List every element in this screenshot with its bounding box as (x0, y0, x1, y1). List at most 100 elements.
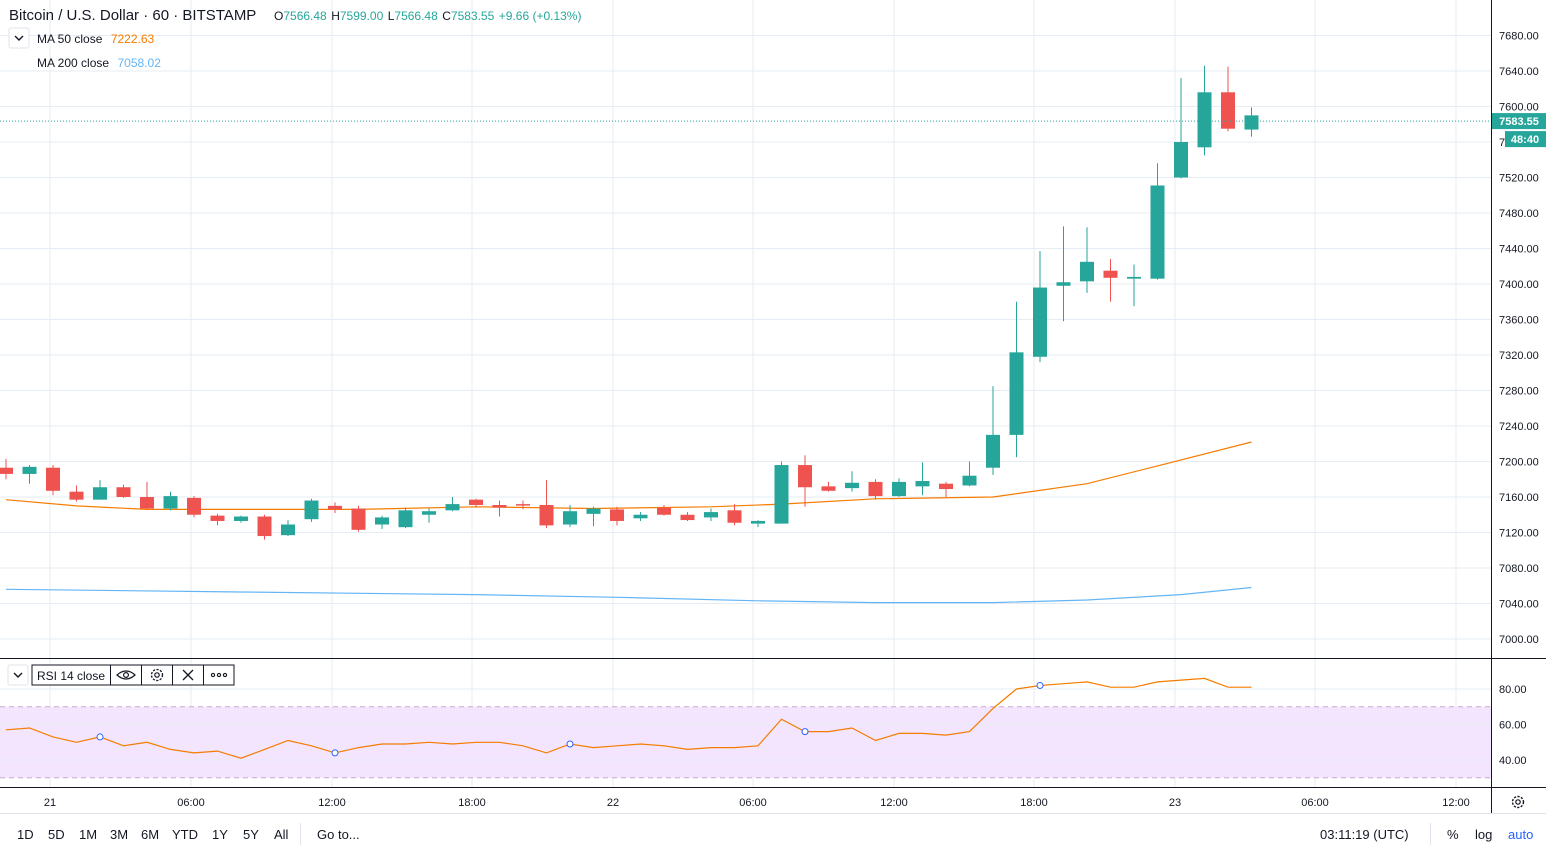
candle (210, 513, 225, 526)
time-axis[interactable]: 21 06:00 12:00 18:00 22 06:00 12:00 18:00 23 06:0… (44, 797, 1470, 809)
percent-toggle[interactable]: % (1447, 827, 1459, 842)
chevron-down-icon[interactable] (14, 35, 24, 41)
candle (304, 498, 319, 522)
candle (986, 386, 1000, 475)
countdown-tag-value: 48:40 (1511, 134, 1539, 146)
price-tick-label: 7400.00 (1499, 279, 1539, 291)
range-button[interactable]: 1Y (212, 827, 228, 842)
change-value: +9.66 (+0.13%) (499, 9, 582, 23)
candle-body (328, 505, 342, 510)
more-icon[interactable] (210, 672, 228, 678)
range-button[interactable]: YTD (172, 827, 198, 842)
candle-body (69, 491, 84, 500)
gear-hub[interactable] (1515, 799, 1521, 805)
rsi-legend[interactable]: RSI 14 close (7, 664, 235, 686)
candle (680, 512, 695, 521)
ma200-label[interactable]: MA 200 close (37, 56, 109, 70)
candle (0, 458, 13, 480)
range-button[interactable]: 6M (141, 827, 159, 842)
candle-body (163, 496, 178, 509)
candle (563, 504, 577, 528)
auto-toggle[interactable]: auto (1508, 827, 1533, 842)
low-key: L (388, 9, 395, 23)
rsi-label[interactable]: RSI 14 close (37, 669, 105, 683)
gear-icon[interactable] (150, 668, 164, 682)
candle-body (962, 475, 977, 486)
range-button[interactable]: 3M (110, 827, 128, 842)
ma200-legend[interactable]: MA 200 close 7058.02 (37, 54, 161, 71)
rsi-marker (1036, 681, 1044, 689)
interval[interactable]: 60 (152, 7, 169, 24)
ma200-line (5, 586, 1252, 604)
candle-body (1221, 92, 1235, 129)
time-tick-label: 12:00 (318, 797, 346, 809)
price-tick-label: 7320.00 (1499, 350, 1539, 362)
eye-outline[interactable] (116, 670, 136, 680)
ma50-legend[interactable]: MA 50 close 7222.63 (37, 30, 155, 47)
legend-collapse-bg[interactable] (8, 27, 30, 49)
candle-body (116, 487, 131, 497)
more-dot[interactable] (210, 672, 216, 678)
candle (1174, 78, 1188, 179)
time-tick-label: 12:00 (880, 797, 908, 809)
ma50-label[interactable]: MA 50 close (37, 32, 103, 46)
legend-collapse-button[interactable] (8, 27, 30, 49)
rsi-axis[interactable]: 40.00 60.00 80.00 (1499, 684, 1527, 767)
price-tick-label: 7200.00 (1499, 457, 1539, 469)
time-tick-label: 18:00 (458, 797, 486, 809)
candle (939, 481, 953, 497)
rsi-band (0, 688, 1491, 779)
range-button[interactable]: 1M (79, 827, 97, 842)
candle (492, 500, 507, 517)
rsi-line (5, 677, 1252, 759)
candle (469, 498, 483, 508)
utc-clock[interactable]: 03:11:19 (UTC) (1320, 827, 1409, 842)
price-tick-label: 7440.00 (1499, 244, 1539, 256)
more-dot[interactable] (222, 672, 228, 678)
price-tick-label: 7240.00 (1499, 421, 1539, 433)
candle (1221, 66, 1235, 132)
candle (962, 461, 977, 487)
more-dot[interactable] (216, 672, 222, 678)
gear-teeth[interactable] (1511, 795, 1525, 809)
candle (610, 506, 624, 526)
range-button[interactable]: All (274, 827, 289, 842)
goto-button[interactable]: Go to... (317, 827, 360, 842)
range-button[interactable]: 5D (48, 827, 65, 842)
candle-body (304, 500, 319, 520)
candle (187, 496, 201, 518)
candle-body (610, 509, 624, 521)
eye-pupil[interactable] (122, 671, 129, 678)
date-range-buttons[interactable]: 1D 5D 1M 3M 6M YTD 1Y 5Y All (17, 827, 289, 842)
gear-teeth[interactable] (150, 668, 164, 682)
rsi-band-fill (0, 706, 1491, 778)
candle-body (469, 499, 483, 505)
symbol-name[interactable]: Bitcoin / U.S. Dollar (9, 7, 139, 24)
ma200-value: 7058.02 (118, 56, 162, 70)
range-button[interactable]: 5Y (243, 827, 259, 842)
eye-icon[interactable] (116, 670, 136, 680)
candle-body (375, 517, 389, 525)
price-axis[interactable]: 7000.00 7040.00 7080.00 7120.00 7160.00 7200.… (1499, 31, 1539, 647)
log-toggle[interactable]: log (1475, 827, 1492, 842)
range-button[interactable]: 1D (17, 827, 34, 842)
gear-hub[interactable] (154, 672, 160, 678)
candle (774, 461, 789, 524)
symbol-title[interactable]: Bitcoin / U.S. Dollar · 60 · BITSTAMP (9, 7, 256, 24)
candle-body (1056, 282, 1071, 286)
gear-icon[interactable] (1511, 795, 1525, 809)
candle-body (22, 466, 37, 474)
candle-body (774, 465, 789, 524)
candle-body (798, 465, 812, 488)
candle (1127, 264, 1141, 307)
chevron-down-icon[interactable] (13, 672, 23, 678)
candle-body (0, 467, 13, 474)
candle (1033, 251, 1047, 363)
candle (751, 520, 765, 528)
rsi-tick-label: 60.00 (1499, 720, 1527, 732)
last-price-tag-value: 7583.55 (1499, 116, 1539, 128)
ma50-value: 7222.63 (111, 32, 155, 46)
rsi-collapse-button[interactable] (7, 664, 29, 686)
close-icon[interactable] (182, 669, 194, 681)
